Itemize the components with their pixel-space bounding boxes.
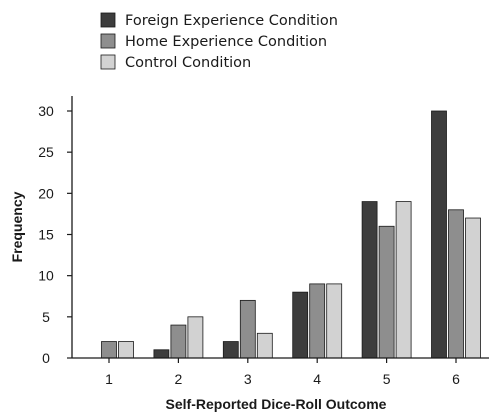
x-tick-label: 1	[105, 371, 113, 387]
x-tick-label: 3	[244, 371, 252, 387]
bar-3-6	[465, 217, 481, 359]
bar-2-6	[448, 209, 464, 359]
bar-3-3	[256, 332, 273, 359]
x-tick-label: 6	[452, 371, 460, 387]
legend-label-2: Home Experience Condition	[125, 34, 327, 50]
bars	[101, 110, 481, 359]
y-ticks: 0 5 10 15 20 25 30	[38, 103, 72, 366]
legend: Foreign Experience Condition Home Experie…	[100, 12, 338, 71]
x-tick-label: 4	[313, 371, 321, 387]
x-ticks: 1 2 3 4 5 6	[105, 358, 460, 387]
legend-swatch-1	[100, 12, 116, 28]
y-tick-label: 30	[38, 103, 54, 119]
y-tick-label: 15	[38, 227, 54, 243]
bar-1-4	[292, 291, 309, 359]
legend-swatch-3	[100, 54, 116, 70]
bar-2-4	[309, 283, 326, 359]
bar-2-2	[170, 324, 187, 359]
legend-swatch-2	[100, 33, 116, 49]
y-axis-title: Frequency	[9, 191, 25, 262]
bar-3-5	[395, 201, 412, 359]
y-tick-label: 10	[38, 268, 54, 284]
legend-label-3: Control Condition	[125, 55, 251, 71]
bar-2-1	[101, 341, 117, 359]
bar-1-5	[361, 201, 378, 359]
bar-1-3	[222, 341, 239, 359]
x-tick-label: 2	[175, 371, 183, 387]
bar-3-1	[118, 341, 134, 359]
bar-1-6	[431, 110, 447, 359]
x-tick-label: 5	[383, 371, 391, 387]
y-tick-label: 25	[38, 144, 54, 160]
bar-2-3	[239, 299, 256, 359]
axes	[71, 96, 489, 359]
bar-3-4	[326, 283, 343, 359]
x-axis-title: Self-Reported Dice-Roll Outcome	[166, 396, 387, 412]
y-tick-label: 5	[42, 309, 50, 325]
legend-label-1: Foreign Experience Condition	[125, 13, 338, 29]
bar-2-5	[378, 225, 395, 359]
y-tick-label: 20	[38, 185, 54, 201]
bar-3-2	[187, 316, 204, 359]
bar-1-2	[153, 349, 170, 359]
y-tick-label: 0	[42, 350, 50, 366]
